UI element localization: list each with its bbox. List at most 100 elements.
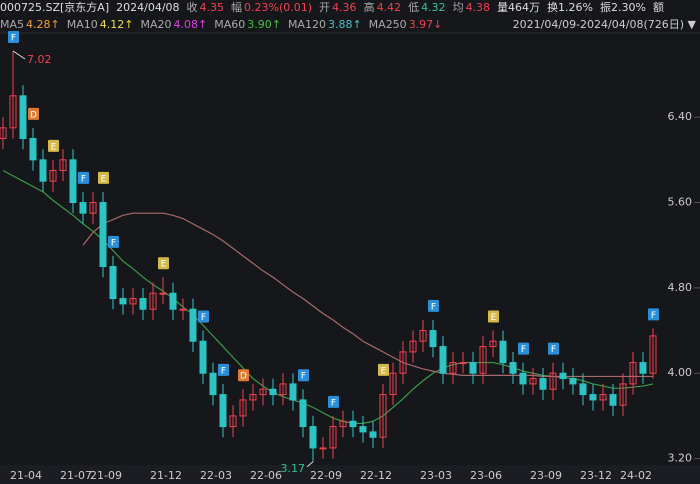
header-label: 额 <box>652 1 664 14</box>
candle-body <box>379 394 387 438</box>
event-badge[interactable] <box>218 363 229 376</box>
candle-body <box>269 388 277 396</box>
header-label: 高 <box>363 1 375 14</box>
candle-body <box>469 362 477 374</box>
event-badge[interactable] <box>108 235 119 248</box>
candle-body <box>239 399 247 417</box>
header-label: 幅 <box>231 1 243 14</box>
event-badge[interactable] <box>158 257 169 270</box>
event-badge[interactable] <box>328 395 339 408</box>
header-item: 高 4.42 <box>364 1 402 14</box>
event-badge[interactable] <box>28 107 39 120</box>
candle-body <box>349 420 357 428</box>
header-item: 换1.26% <box>547 1 593 14</box>
max-label: 7.02 <box>27 53 52 66</box>
min-label: 3.17 <box>281 462 306 475</box>
candle-body <box>319 447 327 450</box>
event-label: F <box>111 238 116 248</box>
candle-body <box>409 340 417 353</box>
header-label: 均 <box>452 1 464 14</box>
event-label: F <box>301 372 306 382</box>
event-badge[interactable] <box>48 139 59 152</box>
y-tick-label: 6.40 <box>668 110 693 123</box>
header-item: MA5 4.28↑ <box>0 18 60 31</box>
candle-body <box>569 378 577 385</box>
event-label: F <box>431 302 436 312</box>
candle-body <box>209 372 217 396</box>
header-item: 000725.SZ[京东方A] <box>0 1 109 14</box>
header-item: 振2.30% <box>600 1 646 14</box>
event-badge[interactable] <box>98 171 109 184</box>
event-label: F <box>331 398 336 408</box>
candle-body <box>79 202 87 214</box>
event-label: F <box>201 313 206 323</box>
event-label: F <box>551 345 556 355</box>
candle-body <box>429 330 437 348</box>
header-label: 换1.26% <box>547 1 594 14</box>
header-item: MA120 3.88↑ <box>288 18 362 31</box>
event-badge[interactable] <box>488 310 499 323</box>
candle-body <box>59 159 67 172</box>
candle-body <box>0 127 7 139</box>
candle-body <box>49 170 57 182</box>
candle-body <box>29 137 37 161</box>
x-tick-label: 23-06 <box>470 469 502 482</box>
candle-body <box>329 426 337 449</box>
header-label: 收 <box>186 1 198 14</box>
header-item: MA60 3.90↑ <box>214 18 281 31</box>
candle-body <box>449 362 457 374</box>
event-label: E <box>381 366 387 376</box>
candle-body <box>39 159 47 182</box>
x-tick-label: 22-03 <box>200 469 232 482</box>
candle-body <box>139 298 147 310</box>
event-badge[interactable] <box>378 363 389 376</box>
header-item: MA20 4.08↑ <box>140 18 207 31</box>
y-tick-label: 4.00 <box>668 366 693 379</box>
candle-body <box>489 340 497 348</box>
event-label: E <box>491 313 497 323</box>
candle-body <box>309 426 317 449</box>
candle-body <box>299 399 307 428</box>
x-tick-label: 21-12 <box>150 469 182 482</box>
event-badge[interactable] <box>78 171 89 184</box>
candle-body <box>519 372 527 385</box>
candle-body <box>529 378 537 385</box>
event-label: E <box>101 174 107 184</box>
event-badge[interactable] <box>8 31 19 44</box>
x-tick-label: 21-09 <box>90 469 122 482</box>
event-badge[interactable] <box>428 299 439 312</box>
header-label: 振2.30% <box>600 1 646 14</box>
header-item: MA10 4.12↑ <box>67 18 134 31</box>
header-item: 低 4.32 <box>408 1 446 14</box>
candle-body <box>649 335 657 374</box>
event-badge[interactable] <box>198 310 209 323</box>
event-badge[interactable] <box>238 369 249 382</box>
header-value: 4.42 <box>376 1 402 14</box>
x-tick-label: 22-09 <box>310 469 342 482</box>
header-label: MA120 <box>287 18 326 31</box>
candle-body <box>19 95 27 139</box>
event-badge[interactable] <box>298 369 309 382</box>
candle-body <box>389 372 397 396</box>
candle-body <box>189 308 197 342</box>
event-badge[interactable] <box>548 342 559 355</box>
candle-body <box>279 383 287 396</box>
candle-body <box>109 266 117 300</box>
candle-body <box>229 415 237 428</box>
candle-body <box>369 431 377 438</box>
candle-body <box>359 426 367 433</box>
candle-body <box>249 394 257 401</box>
date-range[interactable]: 2021/04/09-2024/04/08(726日) ▼ <box>512 18 696 31</box>
min-pointer <box>306 461 314 468</box>
header-value: 4.36 <box>332 1 357 14</box>
header-label: 低 <box>408 1 420 14</box>
candle-body <box>499 340 507 364</box>
event-badge[interactable] <box>518 342 529 355</box>
candle-body <box>339 420 347 428</box>
event-label: F <box>521 345 526 355</box>
event-badge[interactable] <box>648 308 659 321</box>
candle-body <box>639 362 647 374</box>
header-value: 4.32 <box>421 1 446 14</box>
header-item: 2024/04/08 <box>116 1 179 14</box>
